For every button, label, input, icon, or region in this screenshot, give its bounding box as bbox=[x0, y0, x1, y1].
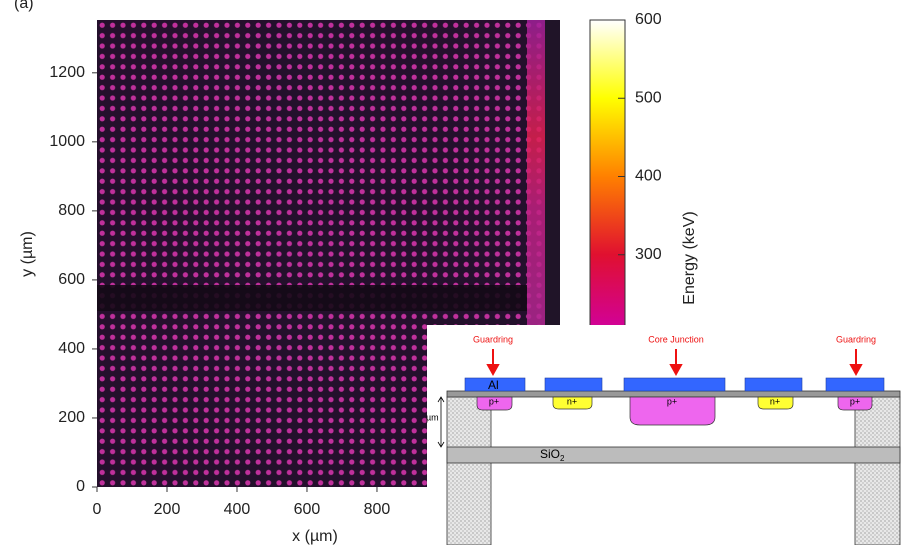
implant bbox=[837, 396, 873, 411]
metal-pad bbox=[544, 377, 603, 392]
implant-label: n+ bbox=[567, 396, 577, 406]
oxide-subscript: 2 bbox=[560, 454, 565, 463]
y-tick-label: 1200 bbox=[49, 64, 85, 81]
panel-label: (a) bbox=[14, 0, 34, 12]
arrow-head bbox=[669, 364, 683, 377]
y-axis-label: y (µm) bbox=[19, 231, 36, 277]
implant bbox=[629, 396, 716, 426]
colorbar-tick-label: 300 bbox=[635, 246, 662, 263]
implant-label: p+ bbox=[489, 396, 499, 406]
oxide-layer bbox=[446, 446, 901, 464]
guardring-label: Guardring bbox=[836, 334, 876, 344]
y-tick-label: 200 bbox=[58, 409, 85, 426]
implant-label: n+ bbox=[770, 396, 780, 406]
x-axis-label: x (µm) bbox=[292, 528, 338, 545]
schematic-background bbox=[427, 325, 903, 545]
guardring-label: Guardring bbox=[473, 334, 513, 344]
arrow-head bbox=[486, 364, 500, 377]
y-tick-label: 800 bbox=[58, 202, 85, 219]
x-tick-label: 800 bbox=[364, 501, 391, 518]
colorbar-tick-label: 400 bbox=[635, 168, 662, 185]
implant-label: p+ bbox=[667, 396, 677, 406]
colorbar-tick-label: 500 bbox=[635, 89, 662, 106]
schematic: p+ n+ p+ n+ p+ Al SiO2 µm Guardring Core… bbox=[426, 325, 903, 545]
oxide-label: SiO2 bbox=[540, 447, 565, 463]
metal-pad bbox=[825, 377, 885, 392]
y-tick-label: 600 bbox=[58, 271, 85, 288]
metal-pad bbox=[744, 377, 803, 392]
dimension-label: µm bbox=[426, 412, 439, 422]
guardring-right-pillar bbox=[854, 396, 901, 545]
dimension-arrows bbox=[437, 396, 445, 448]
heatmap bbox=[97, 20, 560, 487]
guardring-left-pillar bbox=[446, 396, 492, 545]
x-tick-label: 400 bbox=[224, 501, 251, 518]
x-tick-label: 200 bbox=[154, 501, 181, 518]
y-tick-label: 0 bbox=[76, 478, 85, 495]
arrow-head bbox=[849, 364, 863, 377]
implant bbox=[757, 396, 794, 410]
x-tick-label: 600 bbox=[294, 501, 321, 518]
metal-pad bbox=[623, 377, 726, 392]
implant bbox=[552, 396, 593, 410]
metal-pad bbox=[464, 377, 526, 392]
dead-row bbox=[97, 285, 527, 311]
colorbar-tick-label: 600 bbox=[635, 11, 662, 28]
y-tick-label: 400 bbox=[58, 340, 85, 357]
core-label: Core Junction bbox=[648, 334, 704, 344]
implant-label: p+ bbox=[850, 396, 860, 406]
metal-label: Al bbox=[488, 378, 499, 392]
x-tick-label: 0 bbox=[93, 501, 102, 518]
implant bbox=[476, 396, 513, 411]
oxide-text: SiO bbox=[540, 447, 560, 461]
y-tick-label: 1000 bbox=[49, 133, 85, 150]
colorbar-label: Energy (keV) bbox=[681, 211, 698, 304]
